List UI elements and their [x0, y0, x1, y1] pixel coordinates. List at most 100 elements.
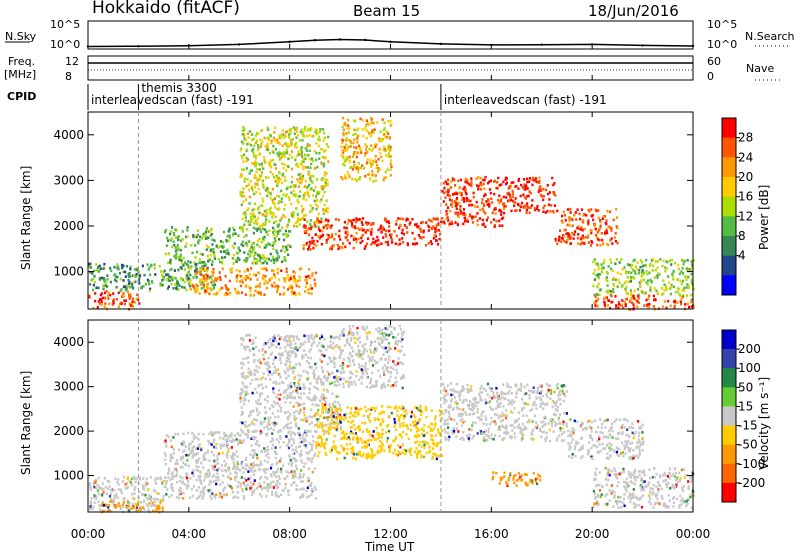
heat-cell — [318, 220, 321, 223]
heat-cell — [192, 485, 195, 488]
heat-cell — [225, 445, 228, 449]
heat-cell — [454, 221, 457, 224]
heat-cell — [240, 343, 243, 346]
heat-cell — [366, 158, 369, 161]
heat-cell — [389, 159, 393, 162]
heat-cell — [442, 220, 445, 224]
heat-cell — [286, 142, 289, 146]
heat-cell — [313, 242, 316, 246]
heat-cell — [250, 133, 253, 136]
noise-point — [338, 38, 342, 41]
heat-cell — [173, 468, 176, 471]
heat-cell — [154, 273, 157, 276]
heat-cell — [599, 220, 602, 224]
heat-cell — [605, 271, 609, 274]
heat-cell — [542, 210, 545, 214]
heat-cell — [305, 281, 308, 285]
heat-cell — [209, 275, 212, 279]
heat-cell — [333, 422, 336, 425]
heat-cell — [137, 500, 140, 503]
heat-cell — [416, 421, 419, 425]
heat-cell — [673, 306, 676, 309]
heat-cell — [595, 274, 598, 277]
heat-cell — [634, 265, 637, 269]
heat-cell — [556, 209, 559, 213]
noise-ytick-low-left: 10^0 — [50, 38, 80, 51]
heat-cell — [243, 477, 246, 480]
heat-cell — [471, 217, 474, 220]
heat-cell — [121, 503, 125, 506]
heat-cell — [488, 205, 491, 208]
heat-cell — [492, 218, 495, 221]
heat-cell — [609, 258, 612, 261]
heat-cell — [120, 491, 123, 495]
heat-cell — [621, 284, 624, 287]
heat-cell — [365, 119, 368, 122]
heat-cell — [389, 119, 392, 123]
heat-cell — [175, 473, 178, 476]
heat-cell — [630, 296, 633, 300]
heat-cell — [383, 133, 386, 136]
heat-cell — [112, 292, 115, 295]
heat-cell — [276, 184, 279, 188]
heat-cell — [138, 482, 141, 485]
heat-cell — [387, 220, 390, 223]
heat-cell — [295, 136, 298, 139]
heat-cell — [162, 271, 165, 274]
heat-cell — [387, 415, 390, 418]
heat-cell — [96, 266, 100, 269]
heat-cell — [234, 476, 237, 479]
heat-cell — [171, 477, 174, 481]
heat-cell — [210, 431, 213, 434]
heat-cell — [423, 443, 426, 447]
heat-cell — [531, 199, 534, 202]
heat-cell — [190, 244, 193, 247]
heat-cell — [257, 187, 260, 191]
heat-cell — [567, 235, 570, 238]
heat-cell — [370, 227, 373, 231]
heat-cell — [337, 376, 341, 380]
heat-cell — [290, 470, 293, 473]
heat-cell — [327, 207, 330, 210]
heat-cell — [354, 428, 357, 431]
heat-cell — [242, 399, 245, 402]
heat-cell — [213, 239, 216, 242]
heat-cell — [287, 446, 291, 450]
heat-cell — [248, 142, 251, 145]
heat-cell — [185, 463, 188, 466]
heat-cell — [202, 458, 205, 462]
heat-cell — [265, 494, 268, 498]
heat-cell — [177, 268, 180, 272]
heat-cell — [339, 408, 342, 412]
heat-cell — [596, 231, 599, 234]
heat-cell — [193, 263, 197, 266]
heat-cell — [362, 430, 365, 433]
heat-cell — [193, 433, 196, 437]
heat-cell — [322, 139, 325, 142]
heat-cell — [274, 450, 277, 454]
heat-cell — [277, 230, 280, 233]
heat-cell — [208, 472, 211, 476]
heat-cell — [270, 341, 273, 345]
heat-cell — [667, 275, 670, 278]
heat-cell — [291, 156, 294, 159]
heat-cell — [319, 399, 322, 402]
heat-cell — [349, 411, 352, 414]
heat-cell — [372, 131, 375, 134]
heat-cell — [350, 451, 353, 454]
heat-cell — [284, 338, 287, 341]
heat-cell — [681, 295, 684, 299]
heat-cell — [321, 411, 324, 414]
heat-cell — [350, 421, 353, 424]
heat-cell — [297, 180, 300, 183]
heat-cell — [236, 460, 239, 463]
heat-cell — [468, 183, 471, 186]
heat-cell — [672, 285, 675, 289]
heat-cell — [298, 285, 301, 289]
heat-cell — [257, 271, 260, 274]
heat-cell — [302, 440, 305, 443]
heat-cell — [312, 135, 315, 138]
beam-title: Beam 15 — [353, 2, 420, 20]
heat-cell — [247, 361, 250, 364]
heat-cell — [260, 230, 263, 234]
